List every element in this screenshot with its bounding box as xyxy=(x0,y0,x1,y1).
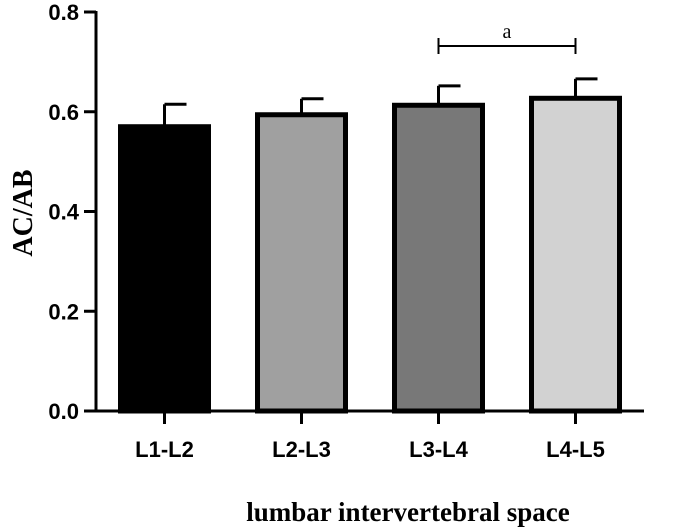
bar-l3-l4 xyxy=(392,102,485,414)
y-axis-title: AC/AB xyxy=(8,169,39,256)
y-axis-ticks: 0.0 0.2 0.4 0.6 0.8 xyxy=(48,0,96,424)
significance-annotations: a xyxy=(437,21,577,54)
y-tick-label: 0.6 xyxy=(48,100,79,125)
y-tick-label: 0.4 xyxy=(48,200,79,225)
x-tick-label: L2-L3 xyxy=(272,437,331,462)
x-axis-ticks: L1-L2 L2-L3 L3-L4 L4-L5 xyxy=(135,411,605,462)
x-tick-label: L3-L4 xyxy=(409,437,468,462)
error-bars xyxy=(163,77,598,127)
x-axis-title: lumbar intervertebral space xyxy=(246,497,569,527)
y-tick-label: 0.2 xyxy=(48,299,79,324)
bar-l1-l2 xyxy=(118,124,211,414)
significance-label: a xyxy=(503,21,512,43)
x-tick-label: L1-L2 xyxy=(135,437,194,462)
y-tick-label: 0.8 xyxy=(48,0,79,25)
bars xyxy=(118,95,622,414)
y-tick-label: 0.0 xyxy=(48,399,79,424)
x-tick-label: L4-L5 xyxy=(546,437,605,462)
bar-l2-l3 xyxy=(255,112,348,414)
bar-l4-l5 xyxy=(529,95,622,414)
